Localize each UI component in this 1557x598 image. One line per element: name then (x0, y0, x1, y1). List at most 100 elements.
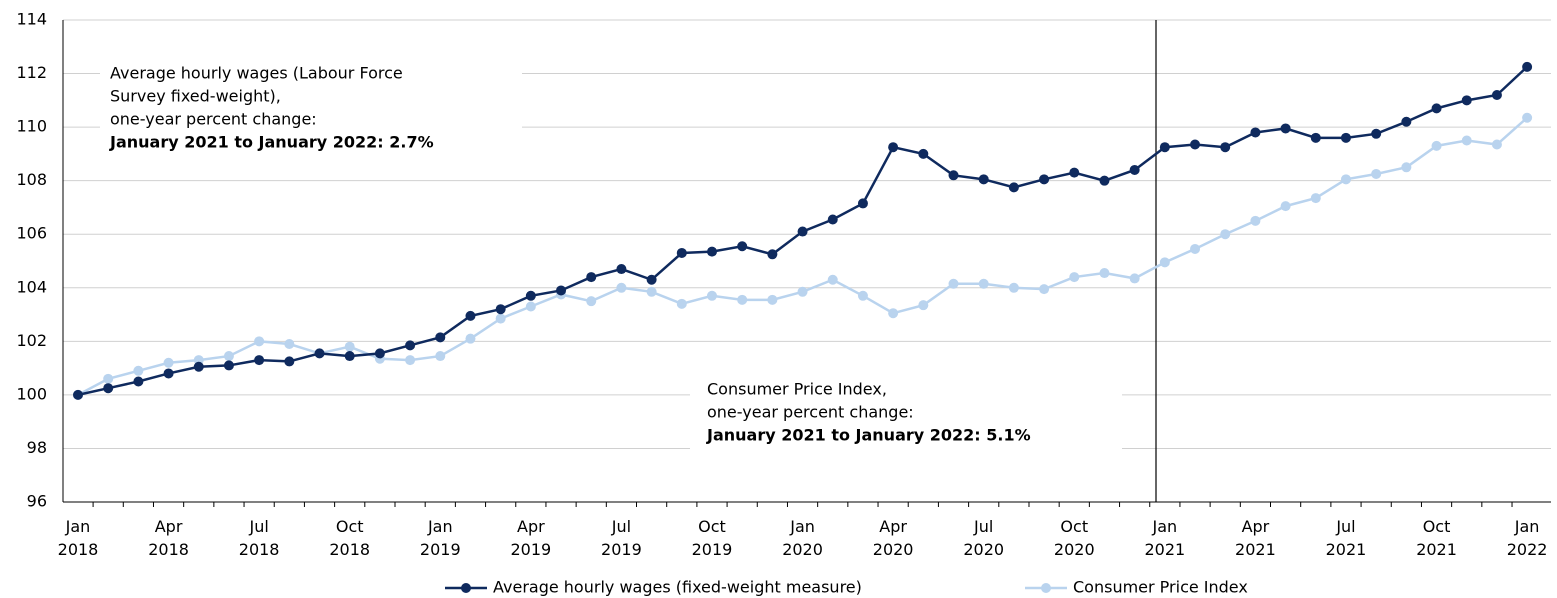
data-point (103, 373, 114, 384)
data-point (1220, 142, 1231, 153)
y-tick-label: 110 (16, 117, 47, 136)
data-point (374, 348, 385, 359)
series-line (77, 116, 1528, 396)
data-point (797, 226, 808, 237)
data-point (1190, 139, 1201, 150)
data-point (1039, 174, 1050, 185)
data-point (1461, 95, 1472, 106)
data-point (314, 348, 325, 359)
data-point (767, 249, 778, 260)
data-point (284, 356, 295, 367)
data-point (163, 357, 174, 368)
data-point (737, 294, 748, 305)
data-point (1371, 128, 1382, 139)
data-point (888, 308, 899, 319)
data-point (284, 339, 295, 350)
data-point (223, 360, 234, 371)
x-tick-label: Jul 2019 (601, 517, 642, 559)
x-tick-label: Jan 2022 (1507, 517, 1548, 559)
data-point (525, 301, 536, 312)
legend-label: Consumer Price Index (1073, 578, 1248, 597)
data-point (978, 278, 989, 289)
data-point (1099, 268, 1110, 279)
data-point (254, 355, 265, 366)
data-point (827, 214, 838, 225)
data-point (73, 389, 83, 400)
data-point (556, 285, 567, 296)
data-point (495, 313, 506, 324)
data-point (857, 198, 868, 209)
legend-marker (461, 583, 471, 593)
y-tick-label: 98 (27, 438, 47, 457)
annotation-box (690, 374, 1122, 452)
x-tick-label: Jul 2018 (239, 517, 280, 559)
data-point (676, 247, 687, 258)
data-point (1280, 123, 1291, 134)
data-point (344, 351, 355, 362)
data-point (465, 310, 476, 321)
data-point (1522, 112, 1533, 123)
data-point (133, 376, 144, 387)
data-point (1340, 132, 1351, 143)
data-point (1159, 142, 1170, 153)
data-point (1310, 193, 1321, 204)
x-tick-label: Oct 2019 (692, 517, 733, 559)
y-tick-label: 112 (16, 63, 47, 82)
data-point (1129, 273, 1140, 284)
data-point (435, 332, 446, 343)
annotation-bold: January 2021 to January 2022: 2.7% (109, 133, 434, 152)
data-point (1522, 61, 1533, 72)
x-tick-label: Oct 2021 (1416, 517, 1457, 559)
data-point (495, 304, 506, 315)
y-tick-label: 102 (16, 331, 47, 350)
data-point (1401, 116, 1412, 127)
y-tick-label: 108 (16, 170, 47, 189)
data-point (1491, 89, 1502, 100)
data-point (1340, 174, 1351, 185)
data-point (706, 290, 717, 301)
x-tick-label: Apr 2021 (1235, 517, 1276, 559)
annotation: one-year percent change: (707, 403, 914, 422)
data-point (586, 272, 597, 283)
x-tick-label: Jan 2020 (782, 517, 823, 559)
annotation: Consumer Price Index, (707, 380, 887, 399)
data-point (827, 274, 838, 285)
data-point (405, 340, 416, 351)
y-tick-label: 106 (16, 224, 47, 243)
data-point (1099, 175, 1110, 186)
data-point (1280, 201, 1291, 212)
data-point (405, 355, 416, 366)
data-point (435, 351, 446, 362)
x-tick-label: Oct 2020 (1054, 517, 1095, 559)
data-point (948, 170, 959, 181)
y-tick-label: 100 (16, 384, 47, 403)
data-point (1250, 127, 1261, 138)
x-tick-label: Jan 2018 (58, 517, 99, 559)
annotation: one-year percent change: (110, 110, 317, 129)
grid (63, 19, 1551, 503)
data-point (1008, 182, 1019, 193)
data-point (797, 286, 808, 297)
data-point (1371, 168, 1382, 179)
data-point (918, 300, 929, 311)
data-point (918, 148, 929, 159)
legend-marker (1041, 583, 1051, 593)
data-point (888, 142, 899, 153)
data-point (646, 274, 657, 285)
y-tick-label: 114 (16, 10, 47, 29)
data-point (1250, 215, 1261, 226)
data-point (1039, 284, 1050, 295)
data-point (1310, 132, 1321, 143)
data-point (1431, 103, 1442, 114)
data-point (525, 290, 536, 301)
data-point (616, 264, 627, 275)
x-tick-label: Apr 2019 (510, 517, 551, 559)
data-point (163, 368, 174, 379)
data-point (1159, 257, 1170, 268)
annotation: Average hourly wages (Labour Force (110, 64, 403, 83)
data-point (465, 333, 476, 344)
data-point (676, 298, 687, 309)
data-point (223, 351, 234, 362)
data-point (586, 296, 597, 307)
data-point (133, 365, 144, 376)
